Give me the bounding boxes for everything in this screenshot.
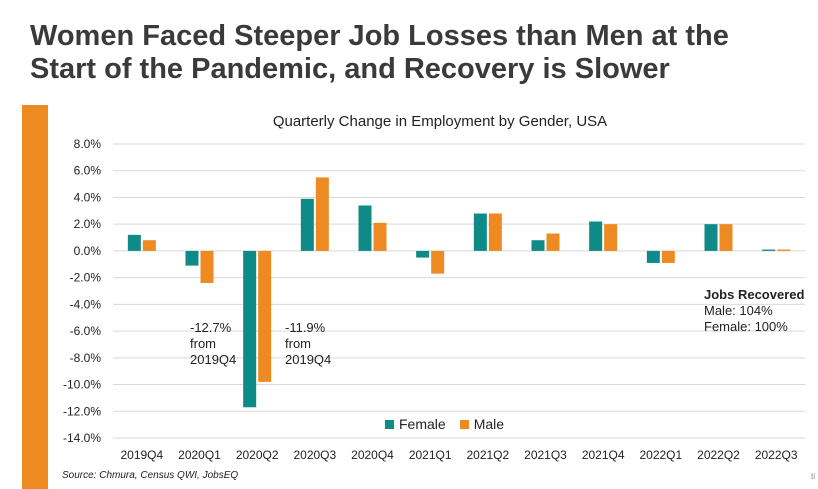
bar-female xyxy=(589,221,603,251)
x-tick-label: 2021Q2 xyxy=(466,448,509,462)
y-tick-label: -8.0% xyxy=(70,351,102,365)
bar-male xyxy=(315,177,329,251)
bar-male xyxy=(546,233,560,251)
bar-female xyxy=(243,250,257,408)
y-tick-label: -10.0% xyxy=(63,378,101,392)
bar-female xyxy=(416,250,430,258)
bar-female xyxy=(300,198,314,251)
bar-male xyxy=(142,240,156,251)
legend-label-male: Male xyxy=(473,416,505,432)
legend-item-male: Male xyxy=(459,416,505,432)
bar-female xyxy=(473,213,487,251)
x-tick-label: 2021Q4 xyxy=(582,448,625,462)
male-drop-from: from xyxy=(285,336,311,351)
x-tick-label: 2022Q3 xyxy=(755,448,798,462)
jobs-recovered-male: Male: 104% xyxy=(704,303,773,318)
bar-female xyxy=(704,224,718,251)
bar-female xyxy=(646,250,660,263)
bar-female xyxy=(358,205,372,251)
chart-title: Quarterly Change in Employment by Gender… xyxy=(272,113,608,130)
y-tick-label: 2.0% xyxy=(74,217,102,231)
source-note: Source: Chmura, Census QWI, JobsEQ xyxy=(62,470,239,481)
bar-male xyxy=(200,250,214,283)
legend-swatch-female xyxy=(385,419,394,429)
slide-title: Women Faced Steeper Job Losses than Men … xyxy=(30,20,729,85)
bar-female xyxy=(531,240,545,251)
male-drop-pct: -11.9% xyxy=(285,320,326,335)
legend-label-female: Female xyxy=(399,416,446,432)
x-tick-label: 2020Q2 xyxy=(236,448,279,462)
x-tick-label: 2020Q1 xyxy=(178,448,221,462)
bar-male xyxy=(258,250,272,382)
female-drop-base: 2019Q4 xyxy=(190,352,237,367)
bar-male xyxy=(604,224,618,251)
y-tick-label: -2.0% xyxy=(70,271,102,285)
jobs-recovered-female: Female: 100% xyxy=(704,319,788,334)
legend-swatch-male xyxy=(459,419,469,429)
bar-male xyxy=(777,249,791,251)
chart-legend: Female Male xyxy=(385,416,504,432)
accent-bar xyxy=(22,105,48,489)
y-tick-label: -6.0% xyxy=(70,324,102,338)
y-tick-label: 8.0% xyxy=(74,137,102,151)
female-drop-from: from xyxy=(190,336,216,351)
female-drop-pct: -12.7% xyxy=(190,320,232,335)
female-drop-note: -12.7% from 2019Q4 xyxy=(190,320,236,368)
y-tick-label: -12.0% xyxy=(63,404,101,418)
bar-male xyxy=(661,250,675,263)
y-tick-label: -14.0% xyxy=(63,431,101,445)
jobs-recovered-heading: Jobs Recovered xyxy=(704,287,805,302)
x-tick-label: 2020Q4 xyxy=(351,448,394,462)
y-tick-label: 6.0% xyxy=(74,164,102,178)
x-tick-label: 2019Q4 xyxy=(120,448,163,462)
legend-item-female: Female xyxy=(385,416,446,432)
x-tick-label: 2021Q3 xyxy=(524,448,567,462)
x-tick-label: 2021Q1 xyxy=(409,448,452,462)
y-tick-label: 4.0% xyxy=(74,190,102,204)
bar-male xyxy=(373,222,387,251)
y-tick-label: 0.0% xyxy=(74,244,102,258)
bar-female xyxy=(762,249,776,251)
bar-male xyxy=(488,213,502,251)
x-tick-label: 2022Q2 xyxy=(697,448,740,462)
corner-mark: ti xyxy=(811,472,815,481)
male-drop-base: 2019Q4 xyxy=(285,352,332,367)
x-tick-label: 2020Q3 xyxy=(293,448,336,462)
y-tick-label: -4.0% xyxy=(70,297,102,311)
male-drop-note: -11.9% from 2019Q4 xyxy=(285,320,331,368)
x-tick-label: 2022Q1 xyxy=(639,448,682,462)
bar-male xyxy=(719,224,733,251)
bar-female xyxy=(185,250,199,266)
jobs-recovered-box: Jobs Recovered Male: 104% Female: 100% xyxy=(704,287,804,335)
bar-female xyxy=(127,234,141,251)
bar-male xyxy=(431,250,445,274)
